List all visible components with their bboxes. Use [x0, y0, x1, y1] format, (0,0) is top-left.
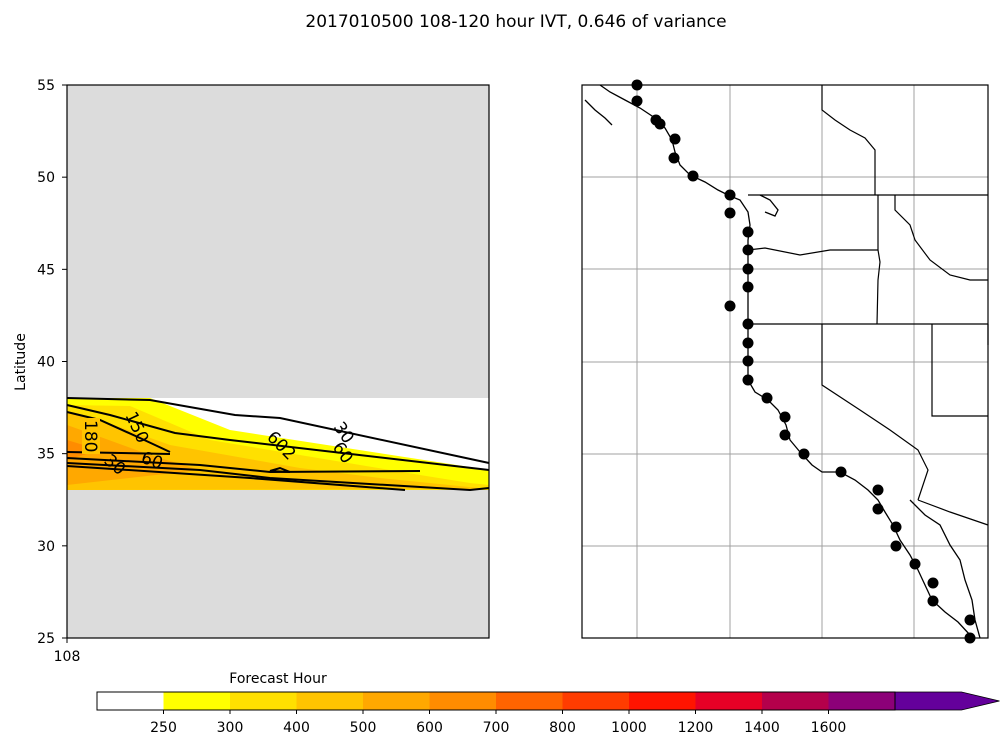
colorbar-cells: [96, 691, 1000, 711]
colorbar-tick-label: 300: [217, 720, 244, 736]
colorbar-cell: [762, 692, 829, 710]
contour-line-210: [66, 465, 406, 491]
station-point: [872, 484, 884, 496]
contour-line-180: [66, 462, 490, 492]
right-panel: [581, 79, 989, 644]
station-point: [724, 189, 736, 201]
colorbar-tick-label: 700: [483, 720, 510, 736]
colorbar-label: Forecast Hour: [229, 671, 327, 687]
station-points: [631, 79, 976, 644]
map-gridlines: [582, 85, 988, 638]
station-point: [835, 466, 847, 478]
station-point: [742, 281, 754, 293]
colorbar-tick-label: 400: [283, 720, 310, 736]
y-tick-label: 50: [37, 170, 55, 186]
station-point: [890, 521, 902, 533]
colorbar-ticks: 250 300 400 500 600 700 800 1000 1200 1400 1600: [150, 710, 846, 736]
station-point: [668, 152, 680, 164]
colorbar-cell: [163, 692, 230, 710]
station-point: [779, 411, 791, 423]
station-point: [650, 114, 662, 126]
colorbar-cell: [429, 692, 496, 710]
colorbar-tick-label: 250: [150, 720, 177, 736]
station-point: [724, 207, 736, 219]
colorbar-cell: [296, 692, 363, 710]
colorbar-tick-label: 1600: [811, 720, 847, 736]
map-frame: [581, 84, 989, 639]
station-point: [964, 614, 976, 626]
station-point: [927, 577, 939, 589]
colorbar-extend-arrow: [894, 691, 1000, 711]
colorbar-tick-label: 500: [350, 720, 377, 736]
ivt-contour-lines: [66, 397, 490, 492]
colorbar-cell: [562, 692, 629, 710]
x-tick-label: 108: [54, 649, 81, 665]
map-state-borders: [747, 85, 989, 526]
station-point: [909, 558, 921, 570]
colorbar-cell: [828, 692, 895, 710]
y-tick-label: 25: [37, 631, 55, 647]
y-tick-label: 35: [37, 447, 55, 463]
colorbar-cell: [97, 692, 164, 710]
ivt-filled-contours: [67, 398, 489, 490]
station-point: [742, 337, 754, 349]
station-point: [742, 374, 754, 386]
y-axis-label: Latitude: [13, 333, 29, 391]
contour-line-30: [66, 397, 490, 464]
station-point: [724, 300, 736, 312]
colorbar-tick-label: 800: [549, 720, 576, 736]
station-point: [798, 448, 810, 460]
station-point: [669, 133, 681, 145]
contour-label-bg: [82, 418, 100, 454]
colorbar-cell: [695, 692, 762, 710]
colorbar-cell: [496, 692, 563, 710]
contour-line-90: [66, 411, 171, 453]
station-point: [890, 540, 902, 552]
ivt-band-600: [67, 425, 200, 485]
station-point: [742, 244, 754, 256]
contour-line-60a: [66, 404, 490, 471]
station-point: [742, 318, 754, 330]
colorbar-tick-label: 1400: [744, 720, 780, 736]
station-point: [742, 263, 754, 275]
station-point: [872, 503, 884, 515]
contour-closed-602: [269, 466, 291, 473]
station-point: [927, 595, 939, 607]
y-tick-label: 30: [37, 539, 55, 555]
colorbar-tick-label: 600: [416, 720, 443, 736]
station-point: [631, 95, 643, 107]
colorbar-tick-label: 1000: [611, 720, 647, 736]
y-tick-label: 45: [37, 262, 55, 278]
station-point: [742, 226, 754, 238]
contour-label: 180: [80, 420, 100, 452]
y-tick-label: 40: [37, 355, 55, 371]
station-point: [761, 392, 773, 404]
station-point: [687, 170, 699, 182]
station-point: [742, 355, 754, 367]
contour-line-150: [66, 457, 421, 474]
figure-title: 2017010500 108-120 hour IVT, 0.646 of va…: [305, 12, 726, 32]
left-y-axis: 25 30 35 40 45 50 55: [37, 78, 67, 647]
colorbar-cell: [230, 692, 297, 710]
colorbar-tick-label: 1200: [678, 720, 714, 736]
left-plot-background: [67, 85, 489, 638]
left-x-axis: 108: [54, 638, 81, 665]
colorbar-cell: [629, 692, 696, 710]
colorbar: Forecast Hour 250 300 400 500 600 700 800 1000 1…: [96, 671, 1000, 736]
colorbar-cell: [363, 692, 430, 710]
y-tick-label: 55: [37, 78, 55, 94]
station-point: [779, 429, 791, 441]
